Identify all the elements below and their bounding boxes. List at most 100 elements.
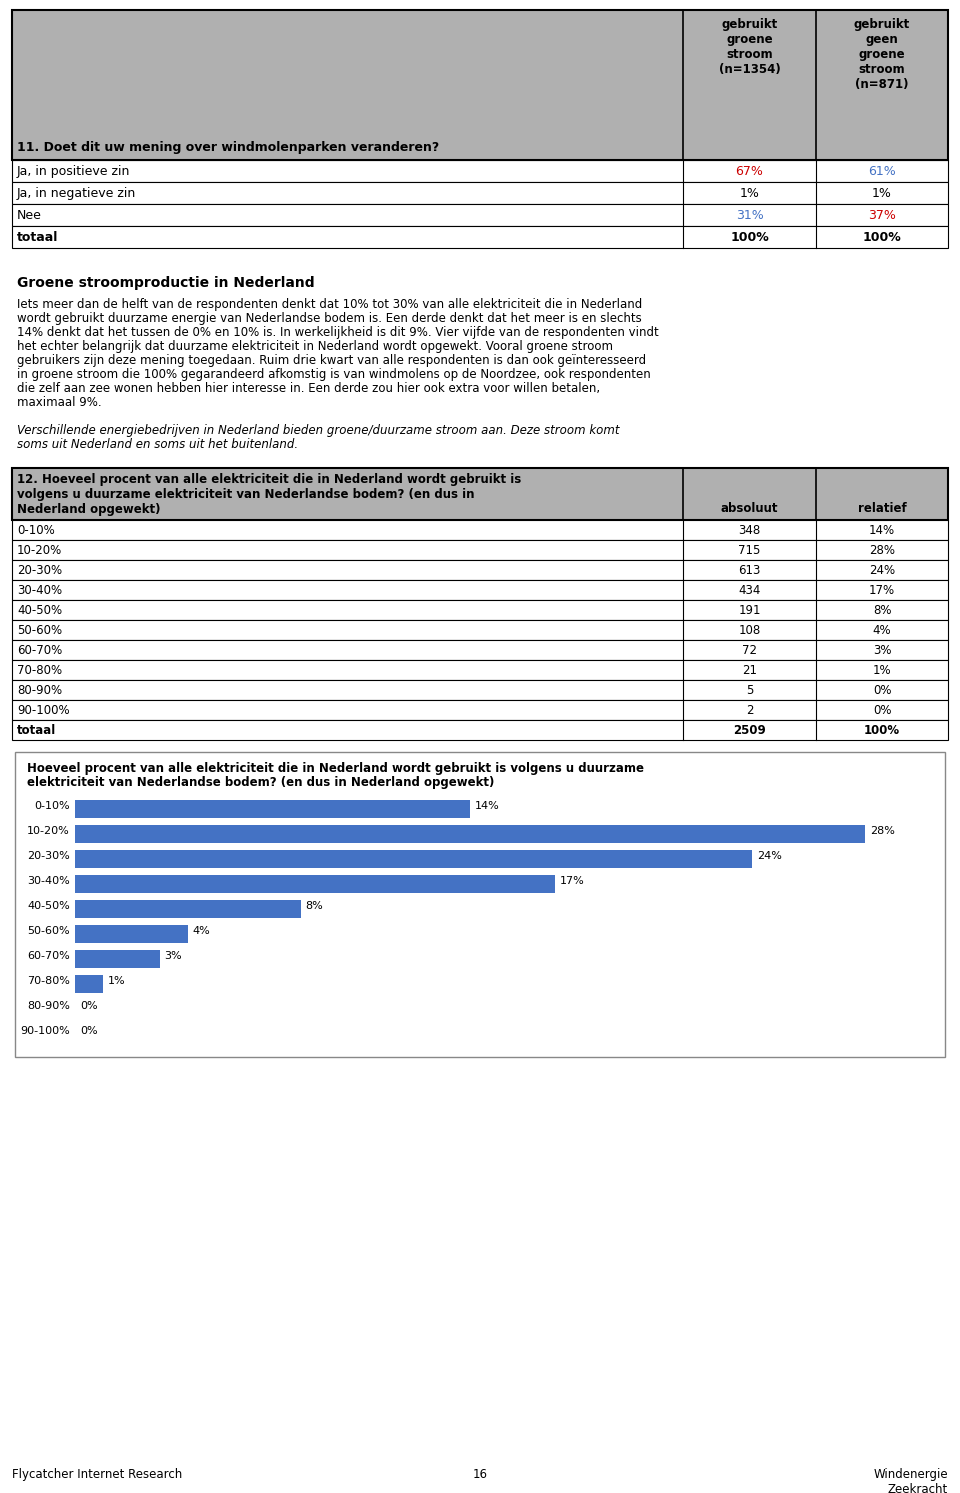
- Text: Nee: Nee: [17, 209, 42, 222]
- Bar: [75, 850, 752, 867]
- Text: 0%: 0%: [80, 1026, 98, 1036]
- Text: 1%: 1%: [873, 664, 891, 676]
- Text: 14%: 14%: [869, 524, 895, 537]
- Text: totaal: totaal: [17, 231, 59, 243]
- Bar: [12, 600, 948, 620]
- Text: Nederland opgewekt): Nederland opgewekt): [17, 503, 160, 517]
- Text: 100%: 100%: [863, 231, 901, 243]
- Text: 434: 434: [738, 584, 760, 597]
- Text: 14% denkt dat het tussen de 0% en 10% is. In werkelijkheid is dit 9%. Vier vijfd: 14% denkt dat het tussen de 0% en 10% is…: [17, 325, 659, 339]
- Bar: [75, 926, 188, 944]
- Text: 8%: 8%: [305, 900, 324, 911]
- Text: 37%: 37%: [868, 209, 896, 222]
- Bar: [12, 679, 948, 700]
- Text: 10-20%: 10-20%: [17, 543, 62, 557]
- Text: 50-60%: 50-60%: [28, 926, 70, 936]
- Text: in groene stroom die 100% gegarandeerd afkomstig is van windmolens op de Noordze: in groene stroom die 100% gegarandeerd a…: [17, 367, 651, 381]
- Text: 2509: 2509: [733, 724, 766, 738]
- Text: die zelf aan zee wonen hebben hier interesse in. Een derde zou hier ook extra vo: die zelf aan zee wonen hebben hier inter…: [17, 382, 600, 396]
- Bar: [75, 826, 865, 844]
- Text: 0%: 0%: [80, 1000, 98, 1011]
- Bar: [12, 560, 948, 579]
- Text: Iets meer dan de helft van de respondenten denkt dat 10% tot 30% van alle elektr: Iets meer dan de helft van de respondent…: [17, 299, 642, 311]
- Bar: [75, 800, 470, 818]
- Text: 60-70%: 60-70%: [27, 951, 70, 961]
- Text: 61%: 61%: [868, 166, 896, 178]
- Text: 50-60%: 50-60%: [17, 624, 62, 638]
- Text: 3%: 3%: [165, 951, 182, 961]
- Text: volgens u duurzame elektriciteit van Nederlandse bodem? (en dus in: volgens u duurzame elektriciteit van Ned…: [17, 488, 474, 502]
- Bar: [12, 700, 948, 720]
- Text: 17%: 17%: [560, 876, 585, 885]
- Text: 2: 2: [746, 705, 754, 717]
- Text: soms uit Nederland en soms uit het buitenland.: soms uit Nederland en soms uit het buite…: [17, 437, 299, 451]
- Text: 12. Hoeveel procent van alle elektriciteit die in Nederland wordt gebruikt is: 12. Hoeveel procent van alle elektricite…: [17, 473, 521, 487]
- Text: Flycatcher Internet Research: Flycatcher Internet Research: [12, 1468, 182, 1481]
- Bar: [12, 540, 948, 560]
- Bar: [12, 467, 948, 520]
- Text: 80-90%: 80-90%: [17, 684, 62, 697]
- Text: 1%: 1%: [872, 187, 892, 200]
- Text: Groene stroomproductie in Nederland: Groene stroomproductie in Nederland: [17, 276, 315, 290]
- Text: 348: 348: [738, 524, 760, 537]
- Text: 90-100%: 90-100%: [17, 705, 70, 717]
- Bar: [12, 225, 948, 248]
- Text: 4%: 4%: [873, 624, 891, 638]
- Text: het echter belangrijk dat duurzame elektriciteit in Nederland wordt opgewekt. Vo: het echter belangrijk dat duurzame elekt…: [17, 340, 613, 352]
- Text: 191: 191: [738, 605, 760, 617]
- Text: 100%: 100%: [864, 724, 900, 738]
- Text: 17%: 17%: [869, 584, 895, 597]
- Text: 21: 21: [742, 664, 757, 676]
- Bar: [75, 900, 300, 918]
- Bar: [12, 640, 948, 660]
- Bar: [12, 520, 948, 540]
- Text: 70-80%: 70-80%: [17, 664, 62, 676]
- Text: 8%: 8%: [873, 605, 891, 617]
- Text: 24%: 24%: [757, 851, 782, 861]
- Text: maximaal 9%.: maximaal 9%.: [17, 396, 102, 409]
- Text: relatief: relatief: [857, 502, 906, 515]
- Text: 1%: 1%: [108, 976, 126, 985]
- Text: 0-10%: 0-10%: [17, 524, 55, 537]
- Text: 4%: 4%: [193, 926, 210, 936]
- Text: 5: 5: [746, 684, 754, 697]
- Bar: [683, 10, 948, 160]
- Text: 1%: 1%: [739, 187, 759, 200]
- Bar: [75, 875, 555, 893]
- Text: totaal: totaal: [17, 724, 57, 738]
- Bar: [12, 160, 948, 182]
- Text: 0-10%: 0-10%: [35, 802, 70, 811]
- Bar: [12, 720, 948, 741]
- Text: Verschillende energiebedrijven in Nederland bieden groene/duurzame stroom aan. D: Verschillende energiebedrijven in Nederl…: [17, 424, 619, 437]
- Text: 100%: 100%: [731, 231, 769, 243]
- Text: 0%: 0%: [873, 684, 891, 697]
- Bar: [75, 950, 159, 967]
- Text: 24%: 24%: [869, 564, 895, 576]
- Bar: [12, 620, 948, 640]
- Text: 40-50%: 40-50%: [27, 900, 70, 911]
- Bar: [12, 205, 948, 225]
- Bar: [12, 10, 683, 160]
- Text: 0%: 0%: [873, 705, 891, 717]
- Text: 11. Doet dit uw mening over windmolenparken veranderen?: 11. Doet dit uw mening over windmolenpar…: [17, 140, 440, 154]
- Text: 72: 72: [742, 643, 757, 657]
- Text: Hoeveel procent van alle elektriciteit die in Nederland wordt gebruikt is volgen: Hoeveel procent van alle elektriciteit d…: [27, 761, 644, 775]
- Bar: [12, 182, 948, 205]
- Text: 40-50%: 40-50%: [17, 605, 62, 617]
- Bar: [12, 660, 948, 679]
- Text: 28%: 28%: [870, 826, 895, 836]
- Text: 70-80%: 70-80%: [27, 976, 70, 985]
- Text: elektriciteit van Nederlandse bodem? (en dus in Nederland opgewekt): elektriciteit van Nederlandse bodem? (en…: [27, 776, 494, 788]
- Text: 613: 613: [738, 564, 760, 576]
- Bar: [12, 579, 948, 600]
- Text: 80-90%: 80-90%: [27, 1000, 70, 1011]
- Text: 60-70%: 60-70%: [17, 643, 62, 657]
- Text: 31%: 31%: [735, 209, 763, 222]
- Text: 715: 715: [738, 543, 760, 557]
- Text: 30-40%: 30-40%: [17, 584, 62, 597]
- Bar: [75, 975, 104, 993]
- Text: gebruikt
groene
stroom
(n=1354): gebruikt groene stroom (n=1354): [719, 18, 780, 76]
- Text: 67%: 67%: [735, 166, 763, 178]
- Text: 30-40%: 30-40%: [27, 876, 70, 885]
- Text: gebruikt
geen
groene
stroom
(n=871): gebruikt geen groene stroom (n=871): [853, 18, 910, 91]
